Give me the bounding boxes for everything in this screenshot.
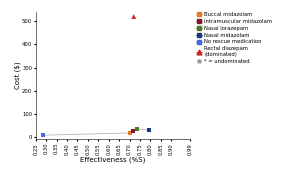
Point [130, 130, 135, 133]
Legend: Buccal midazolam, Intramuscular midazolam, Nasal lorazepam, Nasal midazolam, No : Buccal midazolam, Intramuscular midazola… [196, 12, 272, 64]
Y-axis label: Cost ($): Cost ($) [14, 62, 21, 89]
Point [127, 132, 132, 134]
Point [147, 129, 152, 131]
Point [131, 15, 136, 18]
Text: I. Sánchez Fernández et al.: I. Sánchez Fernández et al. [2, 2, 131, 11]
X-axis label: Effectiveness (%S): Effectiveness (%S) [80, 156, 146, 163]
Point [135, 128, 139, 130]
Point [41, 134, 45, 137]
